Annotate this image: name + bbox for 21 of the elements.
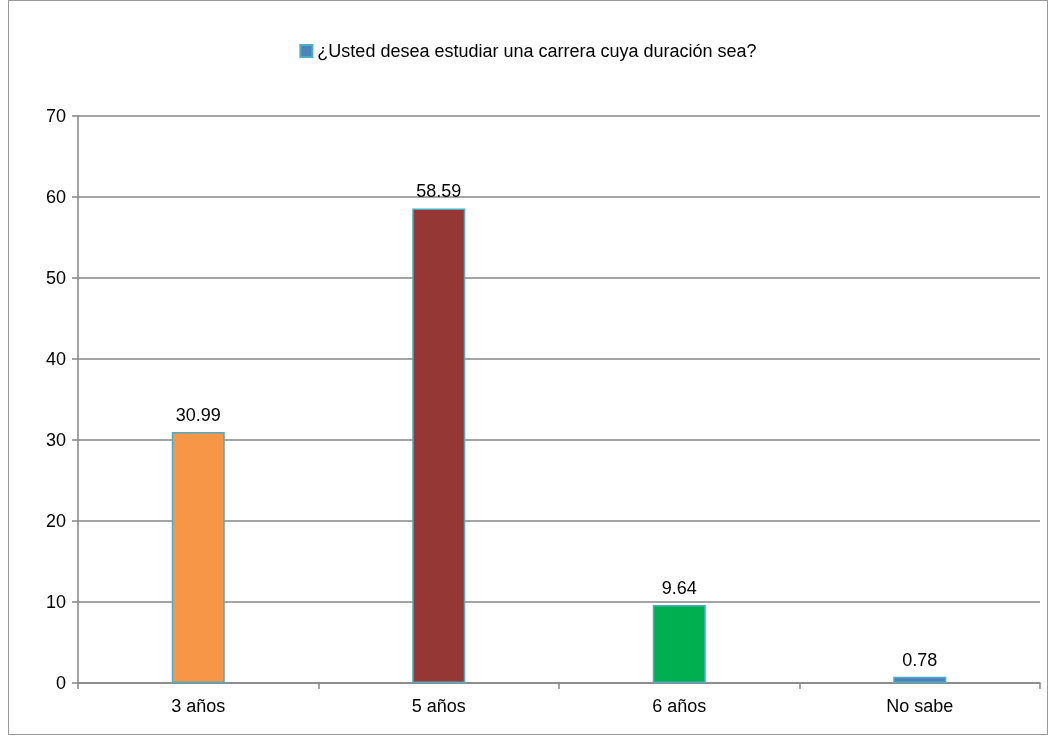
x-tick-label: 3 años bbox=[171, 696, 226, 716]
bar bbox=[171, 431, 225, 683]
legend-label: ¿Usted desea estudiar una carrera cuya duración sea? bbox=[317, 41, 757, 61]
data-label: 58.59 bbox=[416, 181, 462, 202]
y-tick-label: 50 bbox=[45, 268, 66, 288]
y-tick-label: 30 bbox=[45, 430, 66, 450]
y-tick-label: 60 bbox=[45, 187, 66, 207]
y-tick-label: 20 bbox=[45, 511, 66, 531]
y-tick-label: 10 bbox=[45, 592, 66, 612]
y-tick-label: 70 bbox=[45, 106, 66, 126]
bar bbox=[652, 604, 706, 683]
data-label: 0.78 bbox=[902, 649, 938, 670]
bar bbox=[893, 676, 947, 683]
x-tick-label: No sabe bbox=[886, 696, 954, 716]
y-tick-label: 40 bbox=[45, 349, 66, 369]
bar bbox=[412, 208, 466, 683]
data-label: 30.99 bbox=[175, 404, 221, 425]
x-tick-label: 6 años bbox=[652, 696, 707, 716]
x-tick-label: 5 años bbox=[411, 696, 466, 716]
data-label: 9.64 bbox=[661, 577, 697, 598]
y-tick-label: 0 bbox=[55, 673, 66, 693]
